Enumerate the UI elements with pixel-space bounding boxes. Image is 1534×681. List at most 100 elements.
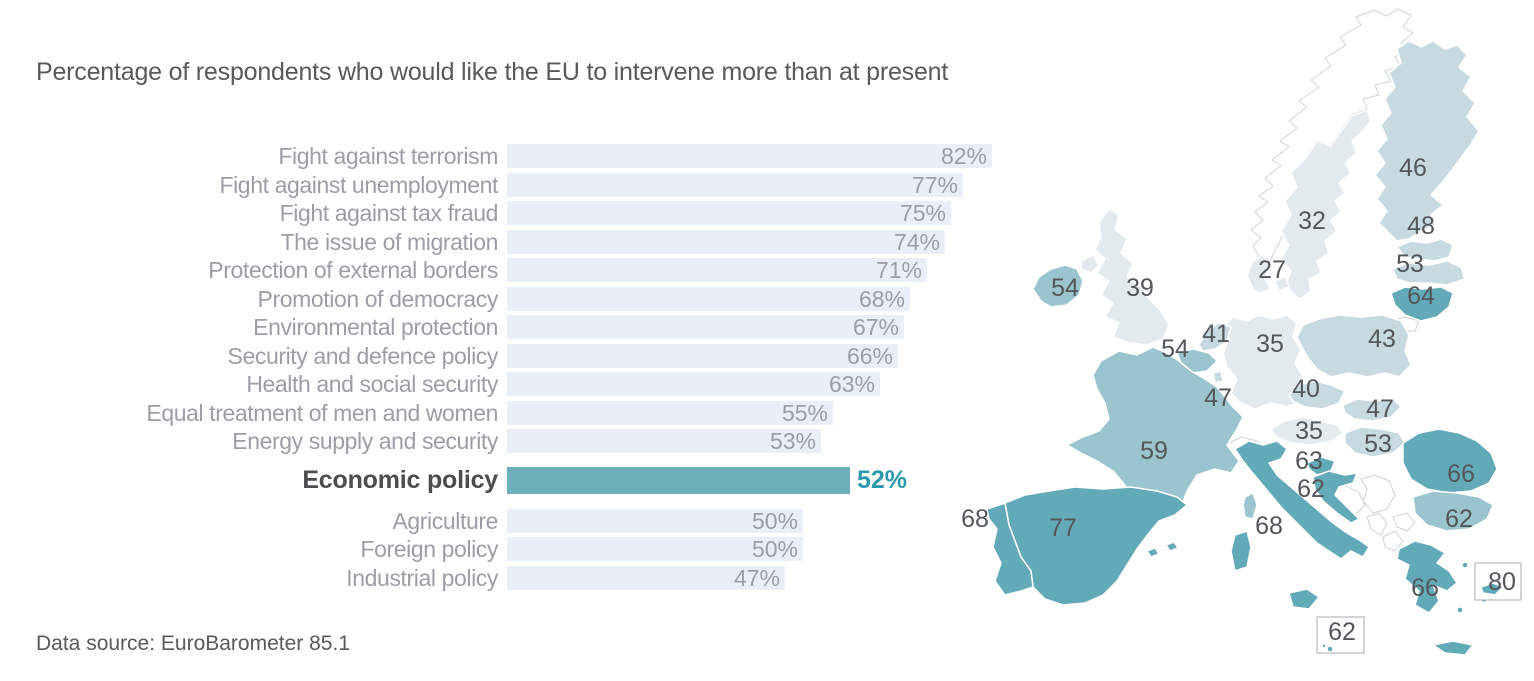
map-value-hungary: 53 <box>1364 430 1392 458</box>
map-country-lithuania <box>1390 286 1454 322</box>
bar-industrial-policy: 47% <box>507 565 785 590</box>
bar-value-security-and-defence-policy: 66% <box>846 342 893 369</box>
map-country-sweden <box>1280 109 1372 300</box>
map-country-luxembourg <box>1212 370 1224 384</box>
bar-health-and-social-security: 63% <box>507 371 880 398</box>
map-value-lithuania: 64 <box>1407 282 1435 310</box>
map-country-slovakia <box>1342 398 1402 422</box>
bar-promotion-of-democracy: 68% <box>507 285 910 312</box>
bar-value-energy-supply-and-security: 53% <box>769 428 816 455</box>
map-island-corsica <box>1242 492 1258 520</box>
map-value-sweden: 32 <box>1298 207 1326 235</box>
bar-label-energy-supply-and-security: Energy supply and security <box>232 428 498 454</box>
map-country-ireland <box>1032 264 1084 308</box>
bar-value-equal-treatment-of-men-and-women: 55% <box>781 399 828 426</box>
bar-row-fight-against-terrorism: Fight against terrorism 82% <box>0 142 1010 171</box>
bar-energy-supply-and-security: 53% <box>507 428 821 455</box>
bar-row-fight-against-tax-fraud: Fight against tax fraud 75% <box>0 199 1010 228</box>
map-country-latvia <box>1392 260 1466 286</box>
bar-label-economic-policy: Economic policy <box>302 465 498 494</box>
map-country-finland <box>1374 40 1480 242</box>
bar-row-equal-treatment-of-men-and-women: Equal treatment of men and women 55% <box>0 399 1010 428</box>
map-value-slovakia: 47 <box>1366 395 1394 423</box>
bar-value-promotion-of-democracy: 68% <box>858 285 905 312</box>
map-value-italy: 68 <box>1255 512 1283 540</box>
map-island-sicily <box>1288 588 1320 610</box>
bar-track-promotion-of-democracy: 68% <box>507 285 910 314</box>
map-value-germany: 35 <box>1256 330 1284 358</box>
bar-label-fight-against-terrorism: Fight against terrorism <box>278 143 498 169</box>
bar-row-promotion-of-democracy: Promotion of democracy 68% <box>0 285 1010 314</box>
bar-label-security-and-defence-policy: Security and defence policy <box>227 342 499 369</box>
bar-the-issue-of-migration: 74% <box>507 229 945 254</box>
bar-value-environmental-protection: 67% <box>852 314 899 341</box>
bar-row-the-issue-of-migration: The issue of migration 74% <box>0 228 1010 257</box>
bar-value-economic-policy: 52% <box>857 465 908 494</box>
map-country-macedonia <box>1392 512 1416 532</box>
bar-label-fight-against-unemployment: Fight against unemployment <box>219 171 498 198</box>
bar-economic-policy <box>507 466 850 494</box>
map-value-cyprus: 80 <box>1488 568 1516 596</box>
bar-label-protection-of-external-borders: Protection of external borders <box>208 257 498 283</box>
bar-row-agriculture: Agriculture 50% <box>0 507 1010 536</box>
bar-value-agriculture: 50% <box>751 507 798 534</box>
map-country-denmark-island <box>1274 276 1290 292</box>
bar-row-industrial-policy: Industrial policy 47% <box>0 564 1010 593</box>
map-value-estonia: 48 <box>1407 212 1435 240</box>
map-country-albania <box>1382 530 1404 552</box>
map-value-belgium: 54 <box>1161 335 1189 363</box>
map-island-gozo <box>1321 643 1327 649</box>
map-country-uk <box>1094 208 1170 346</box>
map-country-hungary <box>1344 426 1406 458</box>
map-country-cyprus <box>1480 582 1504 596</box>
map-value-malta: 62 <box>1328 618 1356 646</box>
bar-label-the-issue-of-migration: The issue of migration <box>280 228 499 255</box>
bar-fight-against-tax-fraud: 75% <box>507 201 951 226</box>
bar-track-fight-against-tax-fraud: 75% <box>507 199 951 228</box>
bar-value-health-and-social-security: 63% <box>828 371 875 398</box>
bar-row-environmental-protection: Environmental protection 67% <box>0 313 1010 342</box>
bar-agriculture: 50% <box>507 507 803 534</box>
map-value-austria: 35 <box>1295 417 1323 445</box>
map-value-uk: 39 <box>1126 274 1154 302</box>
bar-track-fight-against-unemployment: 77% <box>507 171 963 200</box>
bar-fight-against-unemployment: 77% <box>507 172 963 197</box>
map-country-italy <box>1234 440 1370 560</box>
bar-track-equal-treatment-of-men-and-women: 55% <box>507 399 833 428</box>
bar-security-and-defence-policy: 66% <box>507 342 898 369</box>
map-island-aegean-1 <box>1461 561 1469 569</box>
bar-track-industrial-policy: 47% <box>507 564 785 593</box>
map-value-luxembourg: 47 <box>1204 384 1232 412</box>
bar-track-foreign-policy: 50% <box>507 535 803 564</box>
map-country-czech <box>1288 380 1346 410</box>
bar-track-environmental-protection: 67% <box>507 313 904 342</box>
bar-label-foreign-policy: Foreign policy <box>360 536 498 562</box>
map-country-malta <box>1326 645 1334 653</box>
bar-label-industrial-policy: Industrial policy <box>346 564 498 591</box>
map-country-bulgaria <box>1412 490 1494 532</box>
map-country-montenegro <box>1366 512 1388 536</box>
map-island-balearic-1 <box>1146 547 1160 558</box>
map-island-crete <box>1432 640 1474 656</box>
bar-track-economic-policy: 52% <box>507 464 907 497</box>
bar-track-the-issue-of-migration: 74% <box>507 228 945 257</box>
map-country-denmark <box>1246 254 1272 294</box>
map-value-portugal: 68 <box>961 505 989 533</box>
data-source-note: Data source: EuroBarometer 85.1 <box>36 632 350 655</box>
map-value-netherlands: 41 <box>1202 320 1230 348</box>
bar-row-fight-against-unemployment: Fight against unemployment 77% <box>0 171 1010 200</box>
map-value-spain: 77 <box>1049 514 1077 542</box>
bar-label-fight-against-tax-fraud: Fight against tax fraud <box>279 200 499 226</box>
map-country-serbia <box>1360 474 1396 514</box>
map-value-poland: 43 <box>1368 325 1396 353</box>
bar-track-health-and-social-security: 63% <box>507 370 880 399</box>
bar-track-security-and-defence-policy: 66% <box>507 342 898 371</box>
bar-row-protection-of-external-borders: Protection of external borders 71% <box>0 256 1010 285</box>
map-island-balearic-2 <box>1165 541 1179 552</box>
bar-row-energy-supply-and-security: Energy supply and security 53% <box>0 427 1010 456</box>
bar-track-energy-supply-and-security: 53% <box>507 427 821 456</box>
map-country-austria <box>1270 416 1344 446</box>
map-value-ireland: 54 <box>1051 274 1079 302</box>
bar-label-equal-treatment-of-men-and-women: Equal treatment of men and women <box>146 399 498 426</box>
